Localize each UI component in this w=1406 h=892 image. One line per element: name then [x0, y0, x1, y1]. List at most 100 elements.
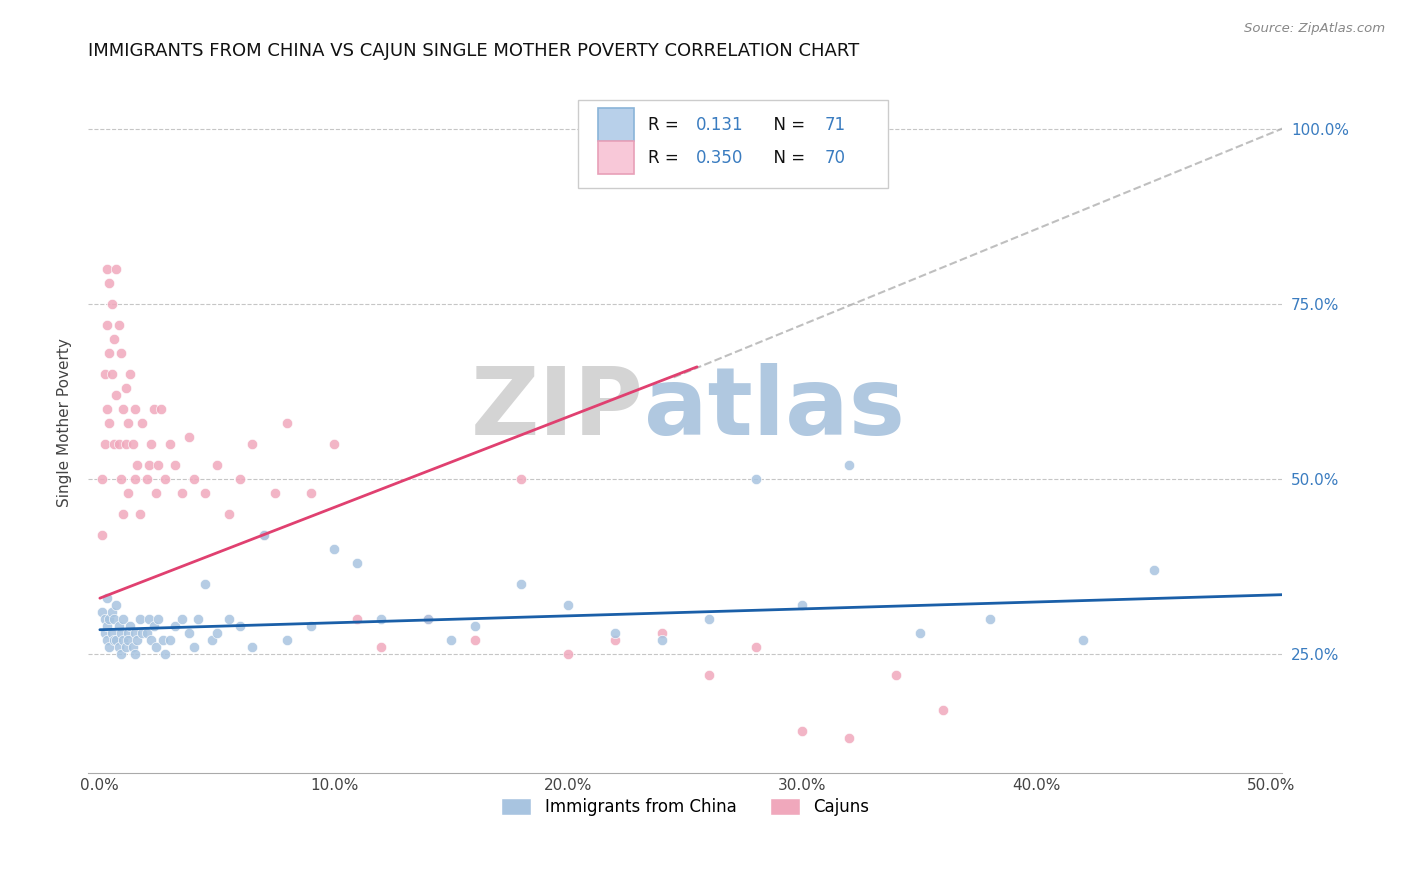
Point — [603, 633, 626, 648]
Point — [114, 640, 136, 655]
Point — [416, 612, 439, 626]
Point — [697, 668, 720, 682]
Point — [155, 647, 177, 661]
Point — [112, 612, 135, 626]
Point — [145, 640, 167, 655]
Point — [103, 633, 125, 648]
Point — [110, 626, 132, 640]
Point — [138, 458, 160, 472]
Text: IMMIGRANTS FROM CHINA VS CAJUN SINGLE MOTHER POVERTY CORRELATION CHART: IMMIGRANTS FROM CHINA VS CAJUN SINGLE MO… — [89, 42, 859, 60]
Point — [370, 640, 392, 655]
Point — [93, 626, 115, 640]
Point — [91, 605, 114, 619]
Point — [838, 731, 860, 746]
Point — [110, 647, 132, 661]
Point — [135, 472, 157, 486]
Point — [510, 472, 533, 486]
Point — [105, 261, 128, 276]
Point — [253, 528, 276, 542]
Point — [177, 430, 200, 444]
Point — [299, 486, 322, 500]
Point — [908, 626, 931, 640]
Point — [124, 626, 146, 640]
Point — [323, 542, 346, 557]
Point — [187, 612, 209, 626]
FancyBboxPatch shape — [578, 101, 889, 188]
Text: ZIP: ZIP — [471, 363, 644, 455]
Point — [96, 591, 118, 606]
Point — [107, 437, 129, 451]
Point — [96, 633, 118, 648]
Point — [128, 612, 150, 626]
Point — [276, 633, 298, 648]
Point — [218, 507, 240, 521]
Point — [98, 346, 121, 360]
Point — [159, 633, 181, 648]
Point — [96, 318, 118, 332]
Point — [884, 668, 907, 682]
Point — [744, 472, 766, 486]
Point — [100, 626, 122, 640]
Point — [105, 598, 128, 612]
Text: 71: 71 — [825, 116, 846, 134]
Point — [145, 486, 167, 500]
Point — [112, 633, 135, 648]
Point — [110, 472, 132, 486]
Point — [141, 437, 163, 451]
Point — [218, 612, 240, 626]
Point — [148, 612, 170, 626]
Point — [792, 598, 814, 612]
Point — [127, 633, 149, 648]
Point — [205, 458, 228, 472]
Point — [100, 297, 122, 311]
Point — [557, 647, 579, 661]
Point — [114, 381, 136, 395]
Point — [440, 633, 463, 648]
Legend: Immigrants from China, Cajuns: Immigrants from China, Cajuns — [494, 789, 877, 825]
Y-axis label: Single Mother Poverty: Single Mother Poverty — [58, 338, 72, 508]
Point — [148, 458, 170, 472]
Point — [149, 401, 172, 416]
FancyBboxPatch shape — [598, 108, 634, 141]
Point — [112, 401, 135, 416]
Point — [117, 626, 139, 640]
Point — [124, 647, 146, 661]
FancyBboxPatch shape — [598, 141, 634, 174]
Point — [93, 612, 115, 626]
Point — [93, 367, 115, 381]
Point — [416, 612, 439, 626]
Text: R =: R = — [648, 149, 685, 167]
Point — [103, 332, 125, 346]
Point — [323, 437, 346, 451]
Point — [276, 416, 298, 430]
Point — [229, 472, 252, 486]
Point — [117, 416, 139, 430]
Text: 70: 70 — [825, 149, 846, 167]
Point — [194, 577, 217, 591]
Point — [138, 612, 160, 626]
Point — [346, 612, 368, 626]
Point — [124, 472, 146, 486]
Point — [651, 633, 673, 648]
Text: atlas: atlas — [644, 363, 904, 455]
Point — [107, 619, 129, 633]
Point — [159, 437, 181, 451]
Point — [177, 626, 200, 640]
Point — [131, 626, 153, 640]
Text: Source: ZipAtlas.com: Source: ZipAtlas.com — [1244, 22, 1385, 36]
Point — [96, 261, 118, 276]
Point — [142, 401, 165, 416]
Point — [120, 619, 142, 633]
Point — [100, 605, 122, 619]
Point — [107, 318, 129, 332]
Point — [299, 619, 322, 633]
Point — [127, 458, 149, 472]
Text: N =: N = — [763, 116, 810, 134]
Point — [98, 276, 121, 290]
Point — [98, 612, 121, 626]
Point — [510, 577, 533, 591]
Point — [91, 472, 114, 486]
Point — [264, 486, 287, 500]
Point — [110, 346, 132, 360]
Point — [141, 633, 163, 648]
